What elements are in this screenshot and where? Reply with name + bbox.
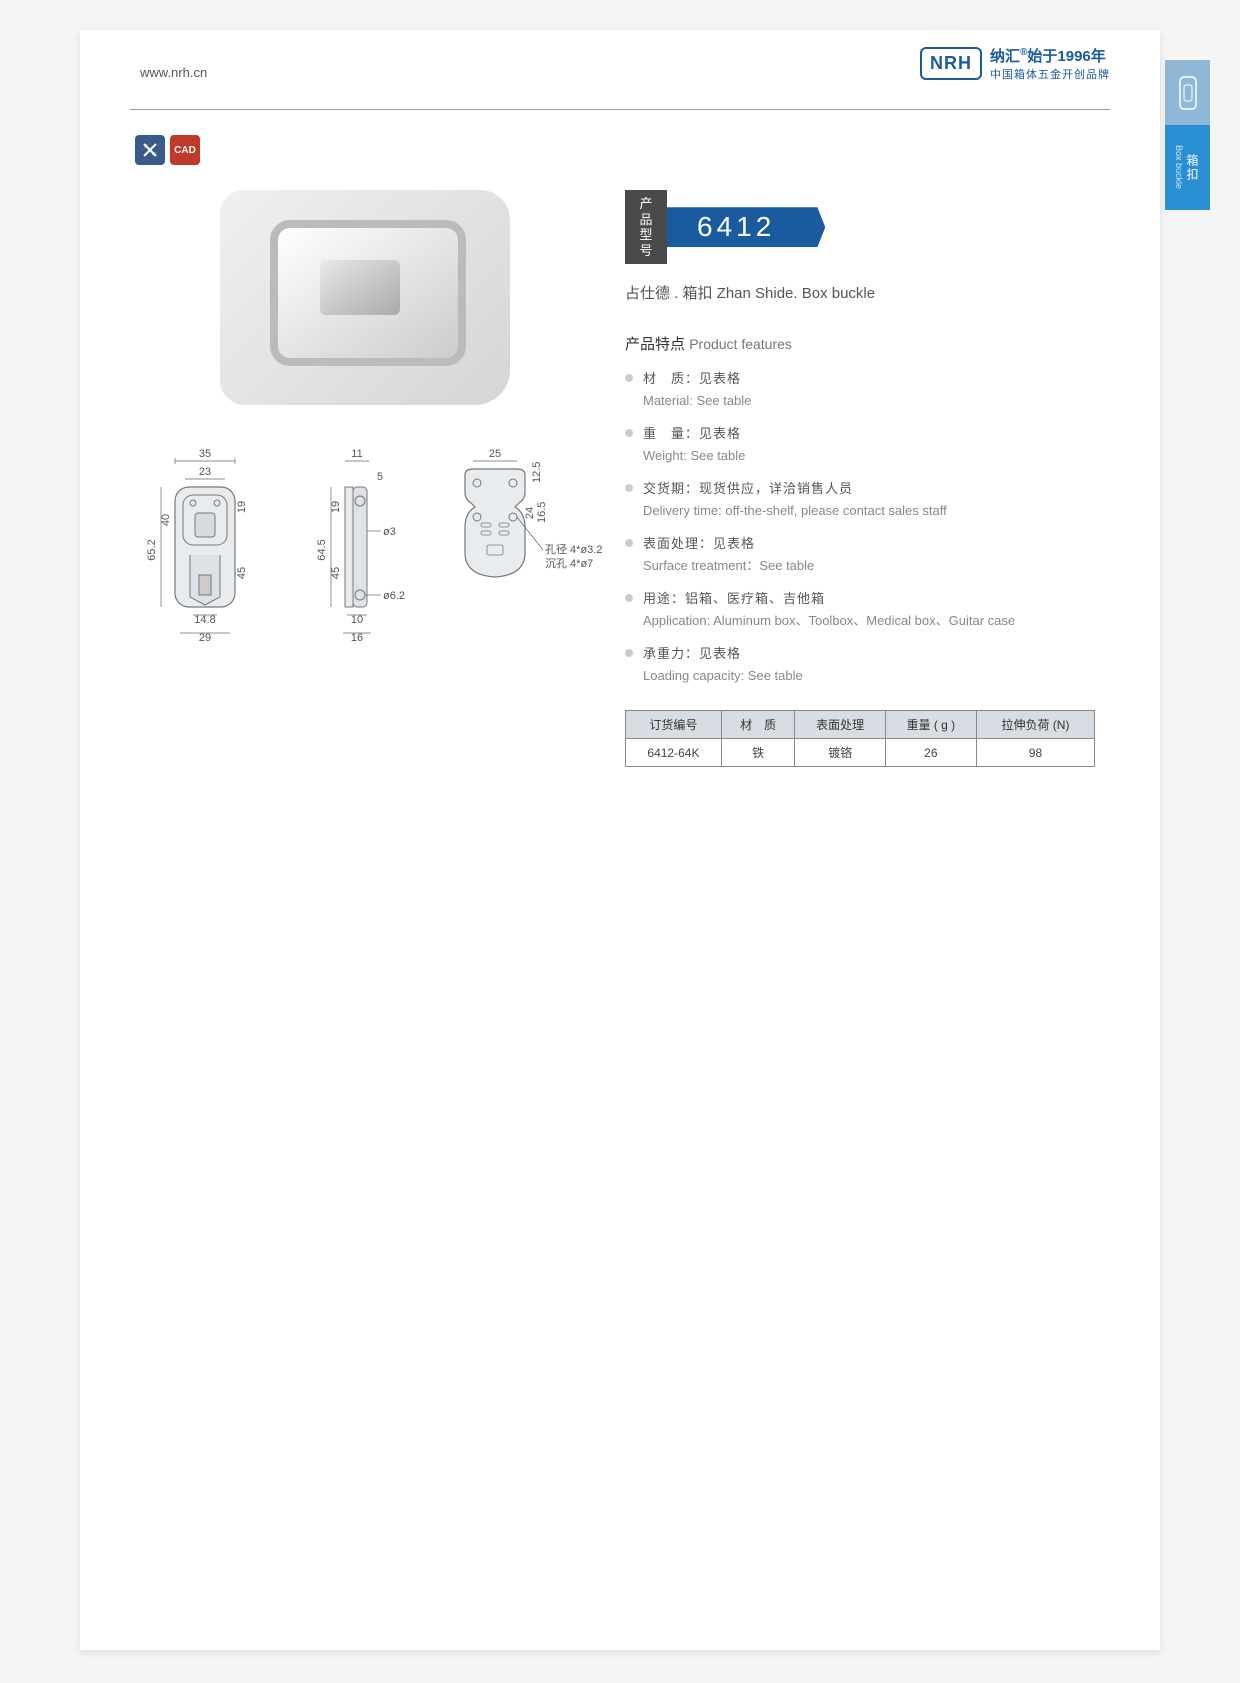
svg-text:29: 29 xyxy=(199,632,211,644)
svg-text:12.5: 12.5 xyxy=(531,462,543,483)
product-name: 占仕德 . 箱扣 Zhan Shide. Box buckle xyxy=(625,282,1095,303)
brand-logo: NRH xyxy=(920,47,982,80)
svg-text:19: 19 xyxy=(236,501,248,513)
brand-tagline: 中国箱体五金开创品牌 xyxy=(990,66,1110,82)
drawing-side: 11 5 64.5 19 45 ø3 ø6.2 10 xyxy=(305,445,415,655)
svg-text:16: 16 xyxy=(351,632,363,644)
feature-list: 材 质：见表格Material: See table 重 量：见表格Weight… xyxy=(625,369,1095,685)
svg-text:沉孔 4*ø7: 沉孔 4*ø7 xyxy=(545,557,593,570)
model-label: 产品型号 xyxy=(625,190,667,264)
svg-text:65.2: 65.2 xyxy=(146,539,158,560)
svg-text:14.8: 14.8 xyxy=(194,614,215,626)
svg-text:10: 10 xyxy=(351,614,363,626)
th-weight: 重量 ( g ) xyxy=(885,711,976,739)
spec-table: 订货编号 材 质 表面处理 重量 ( g ) 拉伸负荷 (N) 6412-64K… xyxy=(625,710,1095,767)
feature-item: 承重力：见表格Loading capacity: See table xyxy=(625,644,1095,685)
side-tabs: Box buckle 箱扣 xyxy=(1165,60,1210,210)
toolbar: CAD xyxy=(135,135,200,165)
product-area: 35 23 65.2 40 19 4 xyxy=(135,190,575,655)
model-badge: 产品型号 6412 xyxy=(625,190,1095,264)
website-url: www.nrh.cn xyxy=(140,65,207,80)
svg-text:64.5: 64.5 xyxy=(316,539,328,560)
svg-text:45: 45 xyxy=(236,567,248,579)
side-tab-box-buckle[interactable]: Box buckle 箱扣 xyxy=(1165,125,1210,210)
technical-drawings: 35 23 65.2 40 19 4 xyxy=(135,445,575,655)
svg-text:5: 5 xyxy=(377,471,383,483)
th-code: 订货编号 xyxy=(626,711,722,739)
features-title: 产品特点 Product features xyxy=(625,333,1095,354)
info-column: 产品型号 6412 占仕德 . 箱扣 Zhan Shide. Box buckl… xyxy=(625,190,1095,767)
svg-text:19: 19 xyxy=(330,501,342,513)
feature-item: 表面处理：见表格Surface treatment：See table xyxy=(625,534,1095,575)
cad-button[interactable]: CAD xyxy=(170,135,200,165)
svg-text:24: 24 xyxy=(524,507,536,519)
svg-text:25: 25 xyxy=(489,448,501,460)
svg-text:孔径 4*ø3.2: 孔径 4*ø3.2 xyxy=(545,543,602,556)
page-header: www.nrh.cn NRH 纳汇®始于1996年 中国箱体五金开创品牌 xyxy=(130,30,1110,110)
feature-item: 交货期：现货供应，详洽销售人员Delivery time: off-the-sh… xyxy=(625,479,1095,520)
side-tab-icon[interactable] xyxy=(1165,60,1210,125)
model-number: 6412 xyxy=(667,207,825,247)
drawing-back: 25 12.5 24 16.5 孔径 4*ø3.2 沉孔 xyxy=(445,445,615,625)
svg-text:23: 23 xyxy=(199,466,211,478)
tool-button-1[interactable] xyxy=(135,135,165,165)
svg-text:35: 35 xyxy=(199,448,211,460)
svg-text:11: 11 xyxy=(351,448,362,460)
product-photo xyxy=(220,190,510,405)
svg-text:40: 40 xyxy=(160,514,172,526)
feature-item: 材 质：见表格Material: See table xyxy=(625,369,1095,410)
table-header-row: 订货编号 材 质 表面处理 重量 ( g ) 拉伸负荷 (N) xyxy=(626,711,1095,739)
brand-name-line: 纳汇®始于1996年 xyxy=(990,45,1110,66)
table-row: 6412-64K 铁 镀铬 26 98 xyxy=(626,739,1095,767)
svg-text:ø3: ø3 xyxy=(383,526,396,538)
brand-block: NRH 纳汇®始于1996年 中国箱体五金开创品牌 xyxy=(920,45,1110,82)
svg-text:ø6.2: ø6.2 xyxy=(383,590,405,602)
th-surface: 表面处理 xyxy=(795,711,885,739)
svg-text:16.5: 16.5 xyxy=(536,502,548,523)
feature-item: 重 量：见表格Weight: See table xyxy=(625,424,1095,465)
feature-item: 用途：铝箱、医疗箱、吉他箱Application: Aluminum box、T… xyxy=(625,589,1095,630)
th-material: 材 质 xyxy=(721,711,795,739)
drawing-front: 35 23 65.2 40 19 4 xyxy=(135,445,275,655)
th-load: 拉伸负荷 (N) xyxy=(976,711,1094,739)
svg-text:45: 45 xyxy=(330,567,342,579)
